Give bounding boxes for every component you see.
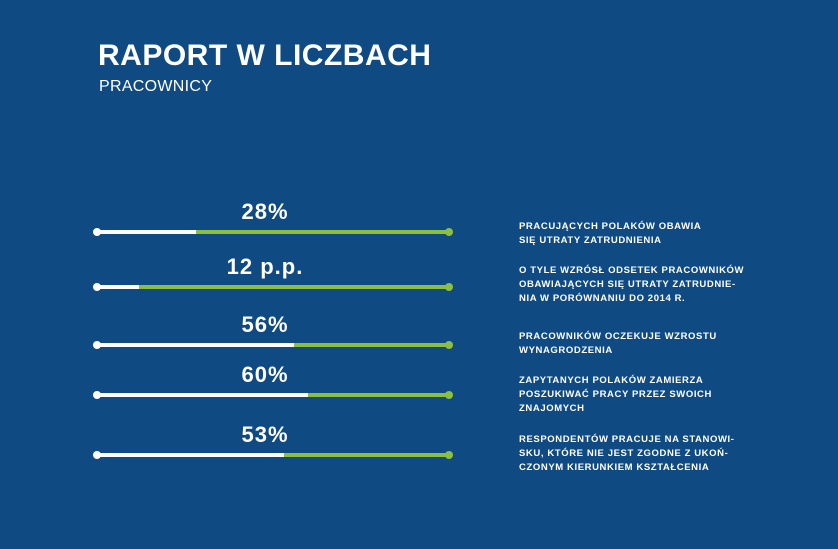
stat-value: 12 p.p. [226,254,304,279]
bar-end-dot [445,228,453,236]
progress-fill [97,285,140,289]
stat-row: 60% [93,362,453,399]
bar-start-dot [93,451,101,459]
bar-start-dot [93,283,101,291]
bar-start-dot [93,391,101,399]
progress-track [93,341,453,349]
stat-row: 28% [93,199,453,236]
page-subtitle: PRACOWNICY [99,78,213,95]
bar-end-dot [445,341,453,349]
progress-fill [97,230,196,234]
stat-value: 60% [241,362,289,387]
progress-track [93,283,453,291]
page-title: RAPORT W LICZBACH [98,39,432,72]
progress-fill [97,453,284,457]
stat-value: 28% [241,199,289,224]
progress-track [93,391,453,399]
stat-value: 53% [241,422,289,447]
bar-end-dot [445,391,453,399]
progress-fill [97,343,295,347]
stat-value: 56% [241,312,289,337]
stat-description: PRACUJĄCYCH POLAKÓW OBAWIA SIĘ UTRATY ZA… [519,221,702,246]
bar-start-dot [93,228,101,236]
stat-row: 12 p.p. [93,254,453,291]
progress-track [93,228,453,236]
stat-row: 53% [93,422,453,459]
stat-row: 56% [93,312,453,349]
bar-end-dot [445,451,453,459]
progress-track [93,451,453,459]
progress-fill [97,393,309,397]
stat-description: PRACOWNIKÓW OCZEKUJE WZROSTU WYNAGRODZEN… [519,331,717,356]
bar-end-dot [445,283,453,291]
stat-description: O TYLE WZRÓSŁ ODSETEK PRACOWNIKÓW OBAWIA… [519,265,745,304]
bar-start-dot [93,341,101,349]
stat-description: RESPONDENTÓW PRACUJE NA STANOWI- SKU, KT… [519,434,735,473]
stat-description: ZAPYTANYCH POLAKÓW ZAMIERZA POSZUKIWAĆ P… [519,375,712,414]
